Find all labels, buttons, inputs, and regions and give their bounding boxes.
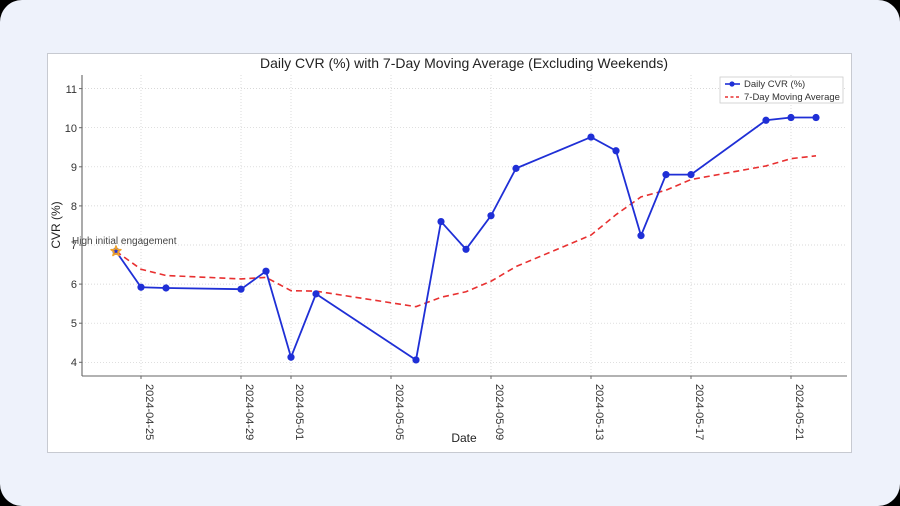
svg-text:Date: Date: [451, 431, 477, 445]
svg-text:8: 8: [71, 201, 77, 213]
svg-text:2024-04-25: 2024-04-25: [143, 384, 155, 440]
svg-text:CVR (%): CVR (%): [49, 201, 63, 248]
svg-text:5: 5: [71, 318, 77, 330]
svg-text:7-Day Moving Average: 7-Day Moving Average: [744, 92, 840, 103]
svg-text:2024-05-09: 2024-05-09: [493, 384, 505, 440]
svg-text:10: 10: [65, 123, 77, 135]
svg-text:High initial engagement: High initial engagement: [72, 236, 177, 247]
svg-text:Daily CVR (%): Daily CVR (%): [744, 79, 805, 90]
svg-text:2024-05-21: 2024-05-21: [793, 384, 805, 440]
svg-text:11: 11: [66, 84, 77, 96]
svg-text:4: 4: [71, 357, 77, 369]
svg-text:2024-05-13: 2024-05-13: [593, 384, 605, 440]
svg-text:2024-05-05: 2024-05-05: [393, 384, 405, 440]
svg-text:9: 9: [71, 162, 77, 174]
svg-text:2024-05-01: 2024-05-01: [293, 384, 305, 440]
svg-text:2024-05-17: 2024-05-17: [693, 384, 705, 440]
svg-text:6: 6: [71, 279, 77, 291]
svg-text:7: 7: [71, 240, 77, 252]
svg-text:Daily CVR (%) with 7-Day Movin: Daily CVR (%) with 7-Day Moving Average …: [260, 55, 668, 71]
svg-text:2024-04-29: 2024-04-29: [243, 384, 255, 440]
